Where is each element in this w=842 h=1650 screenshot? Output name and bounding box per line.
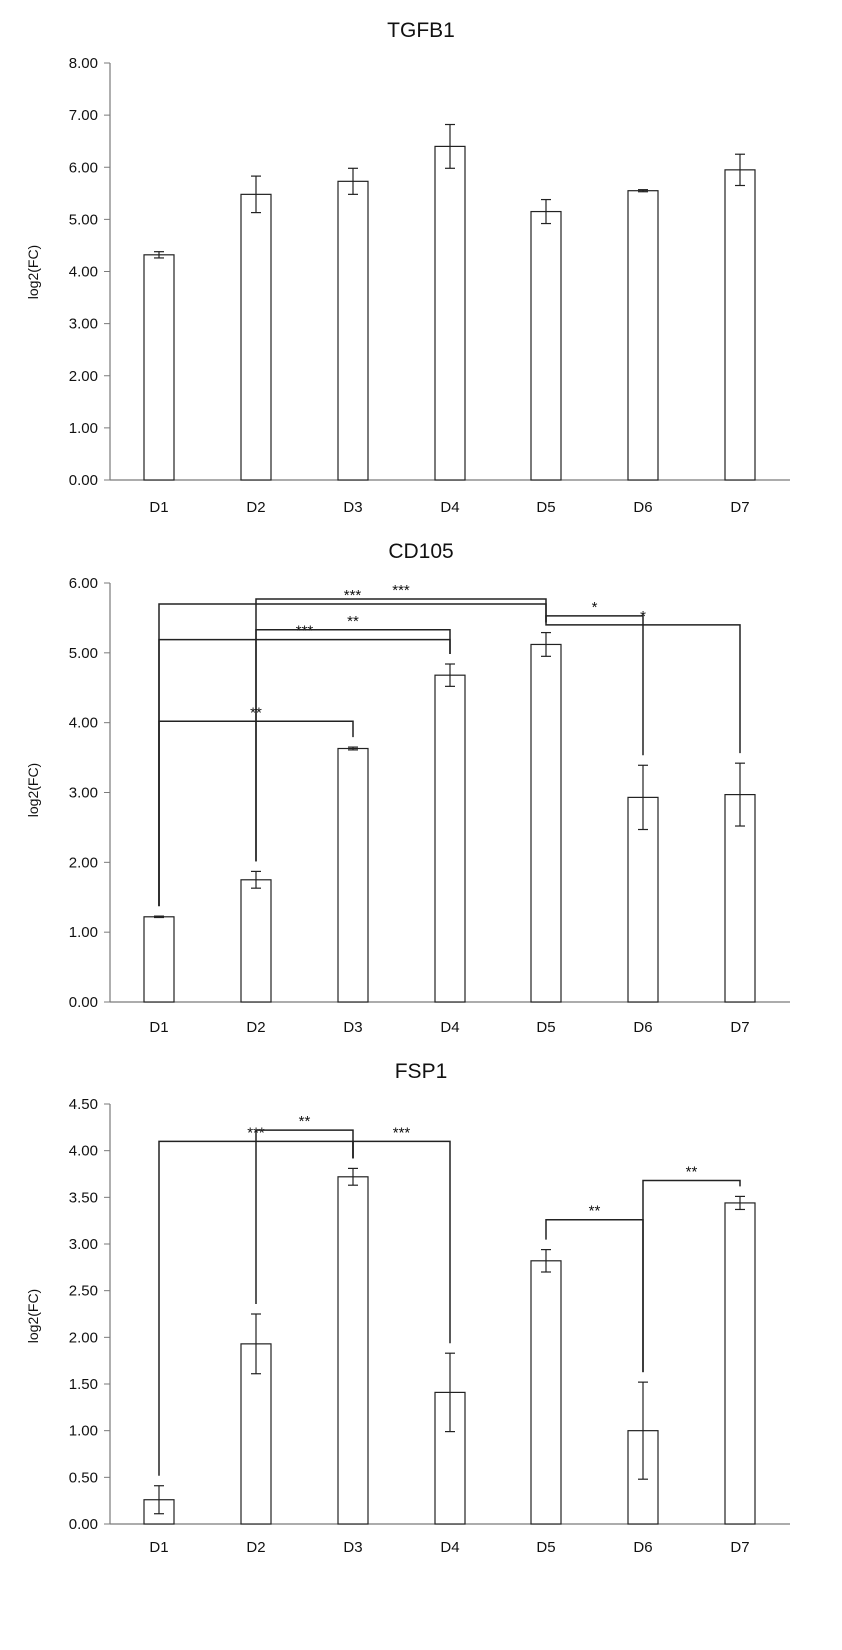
y-tick-label: 8.00 [69, 55, 98, 72]
bar-d4 [434, 674, 466, 1003]
significance-label: *** [392, 582, 410, 599]
y-tick-label: 1.00 [69, 924, 98, 941]
significance-label: * [640, 608, 646, 625]
bar-d6 [627, 796, 659, 1003]
y-tick-label: 3.50 [69, 1189, 98, 1206]
bar-d7 [724, 169, 756, 481]
x-tick-label: D4 [440, 499, 459, 516]
significance-label: *** [296, 623, 314, 640]
bar-d4 [434, 145, 466, 481]
x-tick-label: D4 [440, 1539, 459, 1556]
y-tick-label: 6.00 [69, 575, 98, 592]
y-tick-label: 4.00 [69, 264, 98, 281]
significance-bracket [642, 1179, 741, 1373]
x-tick-label: D3 [343, 499, 362, 516]
bar-d3 [337, 747, 369, 1003]
significance-bracket [158, 638, 451, 907]
x-tick-label: D6 [633, 1019, 652, 1036]
y-tick-label: 3.00 [69, 316, 98, 333]
x-tick-label: D3 [343, 1019, 362, 1036]
significance-label: *** [393, 1124, 411, 1141]
x-tick-label: D1 [149, 1019, 168, 1036]
y-tick-label: 0.50 [69, 1469, 98, 1486]
bar-d5 [530, 643, 562, 1003]
significance-bracket [545, 615, 644, 756]
significance-bracket [255, 629, 451, 862]
y-tick-label: 4.00 [69, 715, 98, 732]
y-tick-label: 2.00 [69, 368, 98, 385]
y-axis-label: log2(FC) [25, 1289, 41, 1343]
y-tick-label: 1.00 [69, 1423, 98, 1440]
significance-label: ** [589, 1203, 601, 1220]
x-tick-label: D7 [730, 1539, 749, 1556]
y-tick-label: 5.00 [69, 211, 98, 228]
significance-bracket [352, 1140, 451, 1344]
y-tick-label: 3.00 [69, 785, 98, 802]
significance-bracket [545, 622, 741, 754]
y-tick-label: 4.50 [69, 1096, 98, 1113]
y-tick-label: 1.00 [69, 420, 98, 437]
significance-label: ** [299, 1113, 311, 1130]
y-tick-label: 7.00 [69, 107, 98, 124]
x-tick-label: D5 [536, 499, 555, 516]
significance-label: * [592, 599, 598, 616]
x-tick-label: D2 [246, 1019, 265, 1036]
bar-d6 [627, 190, 659, 481]
x-tick-label: D3 [343, 1539, 362, 1556]
y-tick-label: 2.00 [69, 1329, 98, 1346]
y-tick-label: 0.00 [69, 472, 98, 489]
x-tick-label: D6 [633, 499, 652, 516]
significance-bracket [158, 720, 354, 907]
bar-d5 [530, 1260, 562, 1525]
bar-d7 [724, 1202, 756, 1525]
x-tick-label: D5 [536, 1539, 555, 1556]
x-tick-label: D5 [536, 1019, 555, 1036]
y-tick-label: 4.00 [69, 1143, 98, 1160]
x-tick-label: D7 [730, 1019, 749, 1036]
y-tick-label: 3.00 [69, 1236, 98, 1253]
bar-d5 [530, 210, 562, 481]
y-tick-label: 2.00 [69, 854, 98, 871]
y-tick-label: 5.00 [69, 645, 98, 662]
x-tick-label: D7 [730, 499, 749, 516]
y-tick-label: 0.00 [69, 1516, 98, 1533]
y-tick-label: 1.50 [69, 1376, 98, 1393]
x-tick-label: D4 [440, 1019, 459, 1036]
y-tick-label: 0.00 [69, 994, 98, 1011]
x-tick-label: D1 [149, 1539, 168, 1556]
x-tick-label: D6 [633, 1539, 652, 1556]
significance-label: ** [347, 613, 359, 630]
bar-d7 [724, 793, 756, 1003]
x-tick-label: D1 [149, 499, 168, 516]
bar-d2 [240, 193, 272, 481]
x-tick-label: D2 [246, 499, 265, 516]
chart-title: CD105 [388, 540, 453, 563]
y-tick-label: 6.00 [69, 159, 98, 176]
bar-d1 [143, 916, 175, 1003]
bar-d3 [337, 180, 369, 481]
significance-label: *** [344, 587, 362, 604]
bar-d3 [337, 1176, 369, 1525]
bar-d2 [240, 879, 272, 1003]
significance-label: ** [686, 1164, 698, 1181]
y-tick-label: 2.50 [69, 1283, 98, 1300]
y-axis-label: log2(FC) [25, 245, 41, 299]
significance-label: ** [250, 704, 262, 721]
x-tick-label: D2 [246, 1539, 265, 1556]
chart-title: TGFB1 [387, 19, 455, 42]
bar-d1 [143, 254, 175, 481]
chart-title: FSP1 [395, 1060, 448, 1083]
y-axis-label: log2(FC) [25, 763, 41, 817]
